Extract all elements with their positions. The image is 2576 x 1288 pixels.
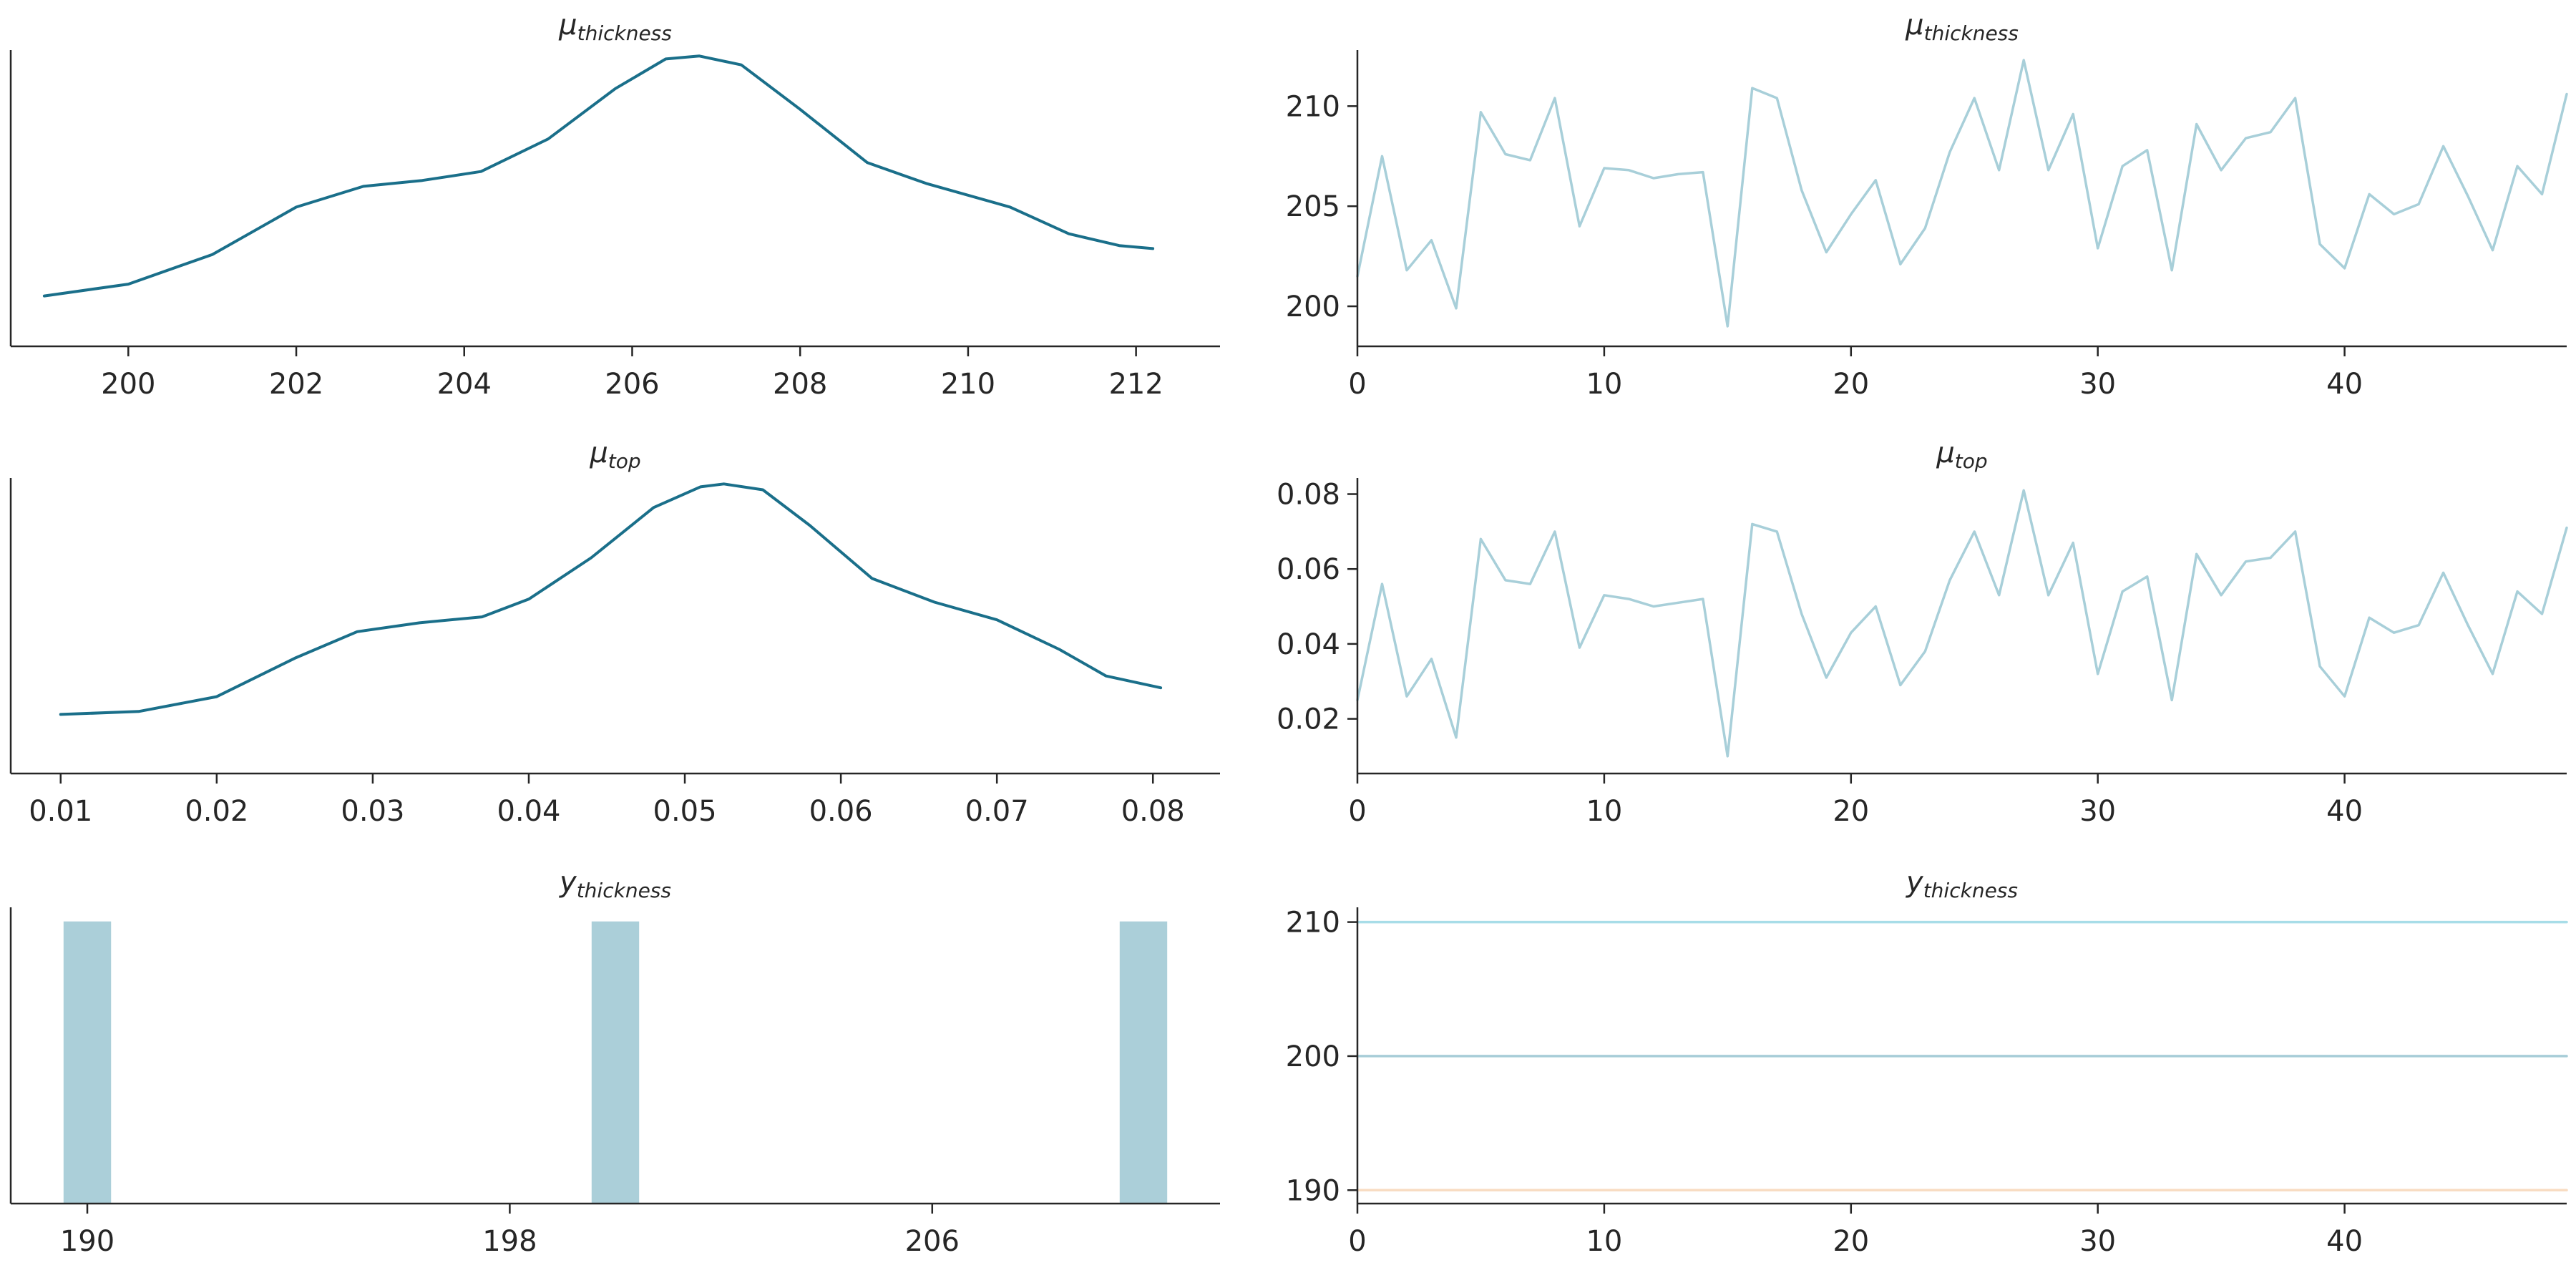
x-tick-label: 0 xyxy=(1348,1225,1366,1258)
kde-mu-thickness-title-symbol: μ xyxy=(558,9,577,42)
histogram-bar xyxy=(63,921,112,1204)
trace-mu-thickness-title: μthickness xyxy=(1905,9,2019,45)
kde-mu-thickness-panel: μthickness 200 202 204 206 208 210 212 xyxy=(9,9,1220,401)
x-tick-label: 20 xyxy=(1833,368,1869,401)
y-tick-label: 210 xyxy=(1286,90,1340,123)
trace-mu-top-panel: μtop 0 10 20 30 40 0.02 0.04 0.06 0.08 xyxy=(1277,436,2568,828)
kde-mu-thickness-title-subscript: thickness xyxy=(577,21,672,45)
hist-y-thickness-title: ythickness xyxy=(559,866,671,902)
y-tick-label: 0.02 xyxy=(1277,703,1340,736)
x-tick-label: 10 xyxy=(1586,368,1622,401)
x-tick-label: 30 xyxy=(2079,368,2116,401)
x-tick-label: 0.06 xyxy=(809,795,873,828)
x-tick-label: 206 xyxy=(905,1225,960,1258)
trace-y-thickness-panel: ythickness 0 10 20 30 40 190 200 210 xyxy=(1286,866,2568,1258)
x-tick-label: 20 xyxy=(1833,1225,1869,1258)
density-curve xyxy=(42,54,1155,298)
y-tick-label: 200 xyxy=(1286,1040,1340,1073)
x-tick-label: 0 xyxy=(1348,795,1366,828)
kde-mu-top-title: μtop xyxy=(589,436,640,473)
trace-mu-top-title: μtop xyxy=(1936,436,1987,473)
y-tick-label: 205 xyxy=(1286,190,1340,223)
x-tick-label: 30 xyxy=(2079,795,2116,828)
x-tick-label: 208 xyxy=(773,368,827,401)
y-tick-label: 0.08 xyxy=(1277,479,1340,512)
x-tick-label: 40 xyxy=(2326,1225,2363,1258)
x-tick-label: 0.03 xyxy=(341,795,404,828)
x-tick-label: 30 xyxy=(2079,1225,2116,1258)
trace-mu-top-title-symbol: μ xyxy=(1936,436,1954,469)
y-tick-label: 200 xyxy=(1286,291,1340,323)
x-tick-label: 0.04 xyxy=(497,795,560,828)
x-tick-label: 10 xyxy=(1586,795,1622,828)
x-tick-label: 200 xyxy=(101,368,155,401)
kde-mu-thickness-title: μthickness xyxy=(558,9,672,45)
trace-y-thickness-title-symbol: y xyxy=(1906,866,1924,899)
x-tick-label: 198 xyxy=(482,1225,537,1258)
trace-mu-top-title-subscript: top xyxy=(1955,449,1988,473)
histogram-bar xyxy=(1119,921,1168,1204)
trace-mu-thickness-panel: μthickness 0 10 20 30 40 200 205 210 xyxy=(1286,9,2568,401)
trace-line-0 xyxy=(1356,59,2568,328)
trace-y-thickness-title-subscript: thickness xyxy=(1923,879,2018,902)
x-tick-label: 40 xyxy=(2326,368,2363,401)
x-tick-label: 0.01 xyxy=(29,795,92,828)
density-curve xyxy=(59,482,1163,716)
x-tick-label: 0.02 xyxy=(185,795,248,828)
kde-mu-top-title-subscript: top xyxy=(608,449,641,473)
x-tick-label: 0.07 xyxy=(965,795,1029,828)
x-tick-label: 190 xyxy=(60,1225,114,1258)
hist-y-thickness-title-subscript: thickness xyxy=(577,879,671,902)
y-tick-label: 210 xyxy=(1286,907,1340,940)
x-tick-label: 20 xyxy=(1833,795,1869,828)
x-tick-label: 210 xyxy=(941,368,995,401)
x-tick-label: 10 xyxy=(1586,1225,1622,1258)
x-tick-label: 40 xyxy=(2326,795,2363,828)
hist-y-thickness-title-symbol: y xyxy=(559,866,577,899)
x-tick-label: 212 xyxy=(1108,368,1163,401)
x-tick-label: 206 xyxy=(605,368,659,401)
x-tick-label: 202 xyxy=(269,368,323,401)
y-tick-label: 0.06 xyxy=(1277,553,1340,586)
kde-mu-top-panel: μtop 0.01 0.02 0.03 0.04 0.05 0.06 0.07 0.08 xyxy=(9,436,1220,828)
x-tick-label: 0.08 xyxy=(1121,795,1185,828)
hist-y-thickness-panel: ythickness 190 198 206 xyxy=(9,866,1220,1258)
y-tick-label: 0.04 xyxy=(1277,628,1340,661)
kde-mu-top-title-symbol: μ xyxy=(589,436,608,469)
x-tick-label: 204 xyxy=(437,368,492,401)
y-tick-label: 190 xyxy=(1286,1174,1340,1207)
histogram-bar xyxy=(591,921,640,1204)
trace-y-thickness-title: ythickness xyxy=(1906,866,2018,902)
trace-mu-thickness-title-subscript: thickness xyxy=(1924,21,2019,45)
trace-mu-thickness-title-symbol: μ xyxy=(1905,9,1923,42)
x-tick-label: 0 xyxy=(1348,368,1366,401)
trace-line-0 xyxy=(1356,489,2568,758)
x-tick-label: 0.05 xyxy=(653,795,717,828)
